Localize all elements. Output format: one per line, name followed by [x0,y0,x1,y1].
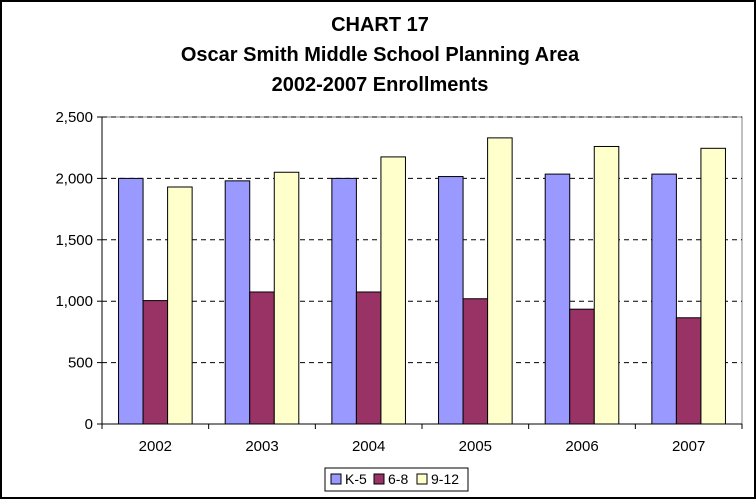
x-tick-label: 2003 [245,438,278,455]
y-tick-label: 2,500 [55,109,93,126]
title-line-3: 2002-2007 Enrollments [272,74,489,96]
bar-K-5-2005 [438,176,464,425]
bar-6-8-2002 [142,300,169,425]
bar-6-8-2004 [355,291,382,425]
y-tick-labels: 0 500 1,000 1,500 2,000 2,500 [55,109,93,433]
legend-label-9-12: 9-12 [431,471,459,487]
legend-swatch-9-12 [416,473,428,485]
x-tick-label: 2006 [565,438,598,455]
bar-9-12-2004 [380,156,406,425]
bar-6-8-2005 [462,298,489,425]
bar-K-5-2007 [651,173,677,425]
x-tick-labels: 2002 2003 2004 2005 2006 2007 [139,438,706,455]
legend-swatch-6-8 [373,473,385,485]
bar-K-5-2006 [544,173,571,425]
bar-9-12-2003 [273,171,300,425]
y-tick-label: 1,500 [55,232,93,249]
x-tick-label: 2005 [459,438,492,455]
legend-swatch-K-5 [330,473,342,485]
bar-6-8-2007 [675,317,702,425]
legend-box [324,467,469,492]
y-tick-label: 1,000 [55,293,93,310]
title-line-2: Oscar Smith Middle School Planning Area [181,44,580,66]
gridlines [101,116,743,425]
x-tick-label: 2002 [139,438,172,455]
bar-9-12-2005 [487,137,513,425]
bar-9-12-2007 [700,147,726,425]
x-tick-label: 2004 [352,438,385,455]
legend-label-K-5: K-5 [345,471,367,487]
legend: K-5 6-8 9-12 [324,467,469,492]
axes [97,116,743,429]
bar-6-8-2006 [569,308,595,425]
bar-K-5-2002 [118,177,144,425]
bar-9-12-2006 [593,145,620,425]
plot-area [101,116,743,425]
bar-K-5-2004 [331,177,357,425]
bar-9-12-2002 [167,186,193,425]
x-tick-label: 2007 [672,438,705,455]
bar-K-5-2003 [224,180,251,425]
y-tick-label: 0 [85,416,93,433]
bars [118,137,726,425]
chart-title: CHART 17 Oscar Smith Middle School Plann… [181,14,580,96]
legend-label-6-8: 6-8 [388,471,408,487]
y-tick-label: 2,000 [55,170,93,187]
bar-6-8-2003 [249,291,275,425]
y-tick-label: 500 [68,355,93,372]
title-line-1: CHART 17 [331,14,429,36]
